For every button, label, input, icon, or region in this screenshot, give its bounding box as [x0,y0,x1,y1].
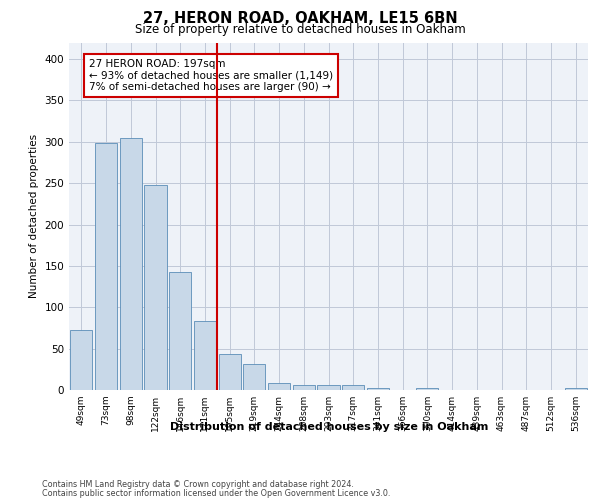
Text: Size of property relative to detached houses in Oakham: Size of property relative to detached ho… [134,22,466,36]
Bar [243,364,265,390]
Bar [169,272,191,390]
Bar [565,388,587,390]
Bar [293,385,315,390]
Bar [145,185,167,390]
Bar [70,330,92,390]
Text: Distribution of detached houses by size in Oakham: Distribution of detached houses by size … [170,422,488,432]
Bar [416,388,439,390]
Text: 27 HERON ROAD: 197sqm
← 93% of detached houses are smaller (1,149)
7% of semi-de: 27 HERON ROAD: 197sqm ← 93% of detached … [89,59,333,92]
Bar [317,385,340,390]
Bar [194,322,216,390]
Bar [342,385,364,390]
Bar [95,142,117,390]
Y-axis label: Number of detached properties: Number of detached properties [29,134,39,298]
Text: 27, HERON ROAD, OAKHAM, LE15 6BN: 27, HERON ROAD, OAKHAM, LE15 6BN [143,11,457,26]
Bar [119,138,142,390]
Bar [367,388,389,390]
Text: Contains public sector information licensed under the Open Government Licence v3: Contains public sector information licen… [42,488,391,498]
Text: Contains HM Land Registry data © Crown copyright and database right 2024.: Contains HM Land Registry data © Crown c… [42,480,354,489]
Bar [218,354,241,390]
Bar [268,382,290,390]
